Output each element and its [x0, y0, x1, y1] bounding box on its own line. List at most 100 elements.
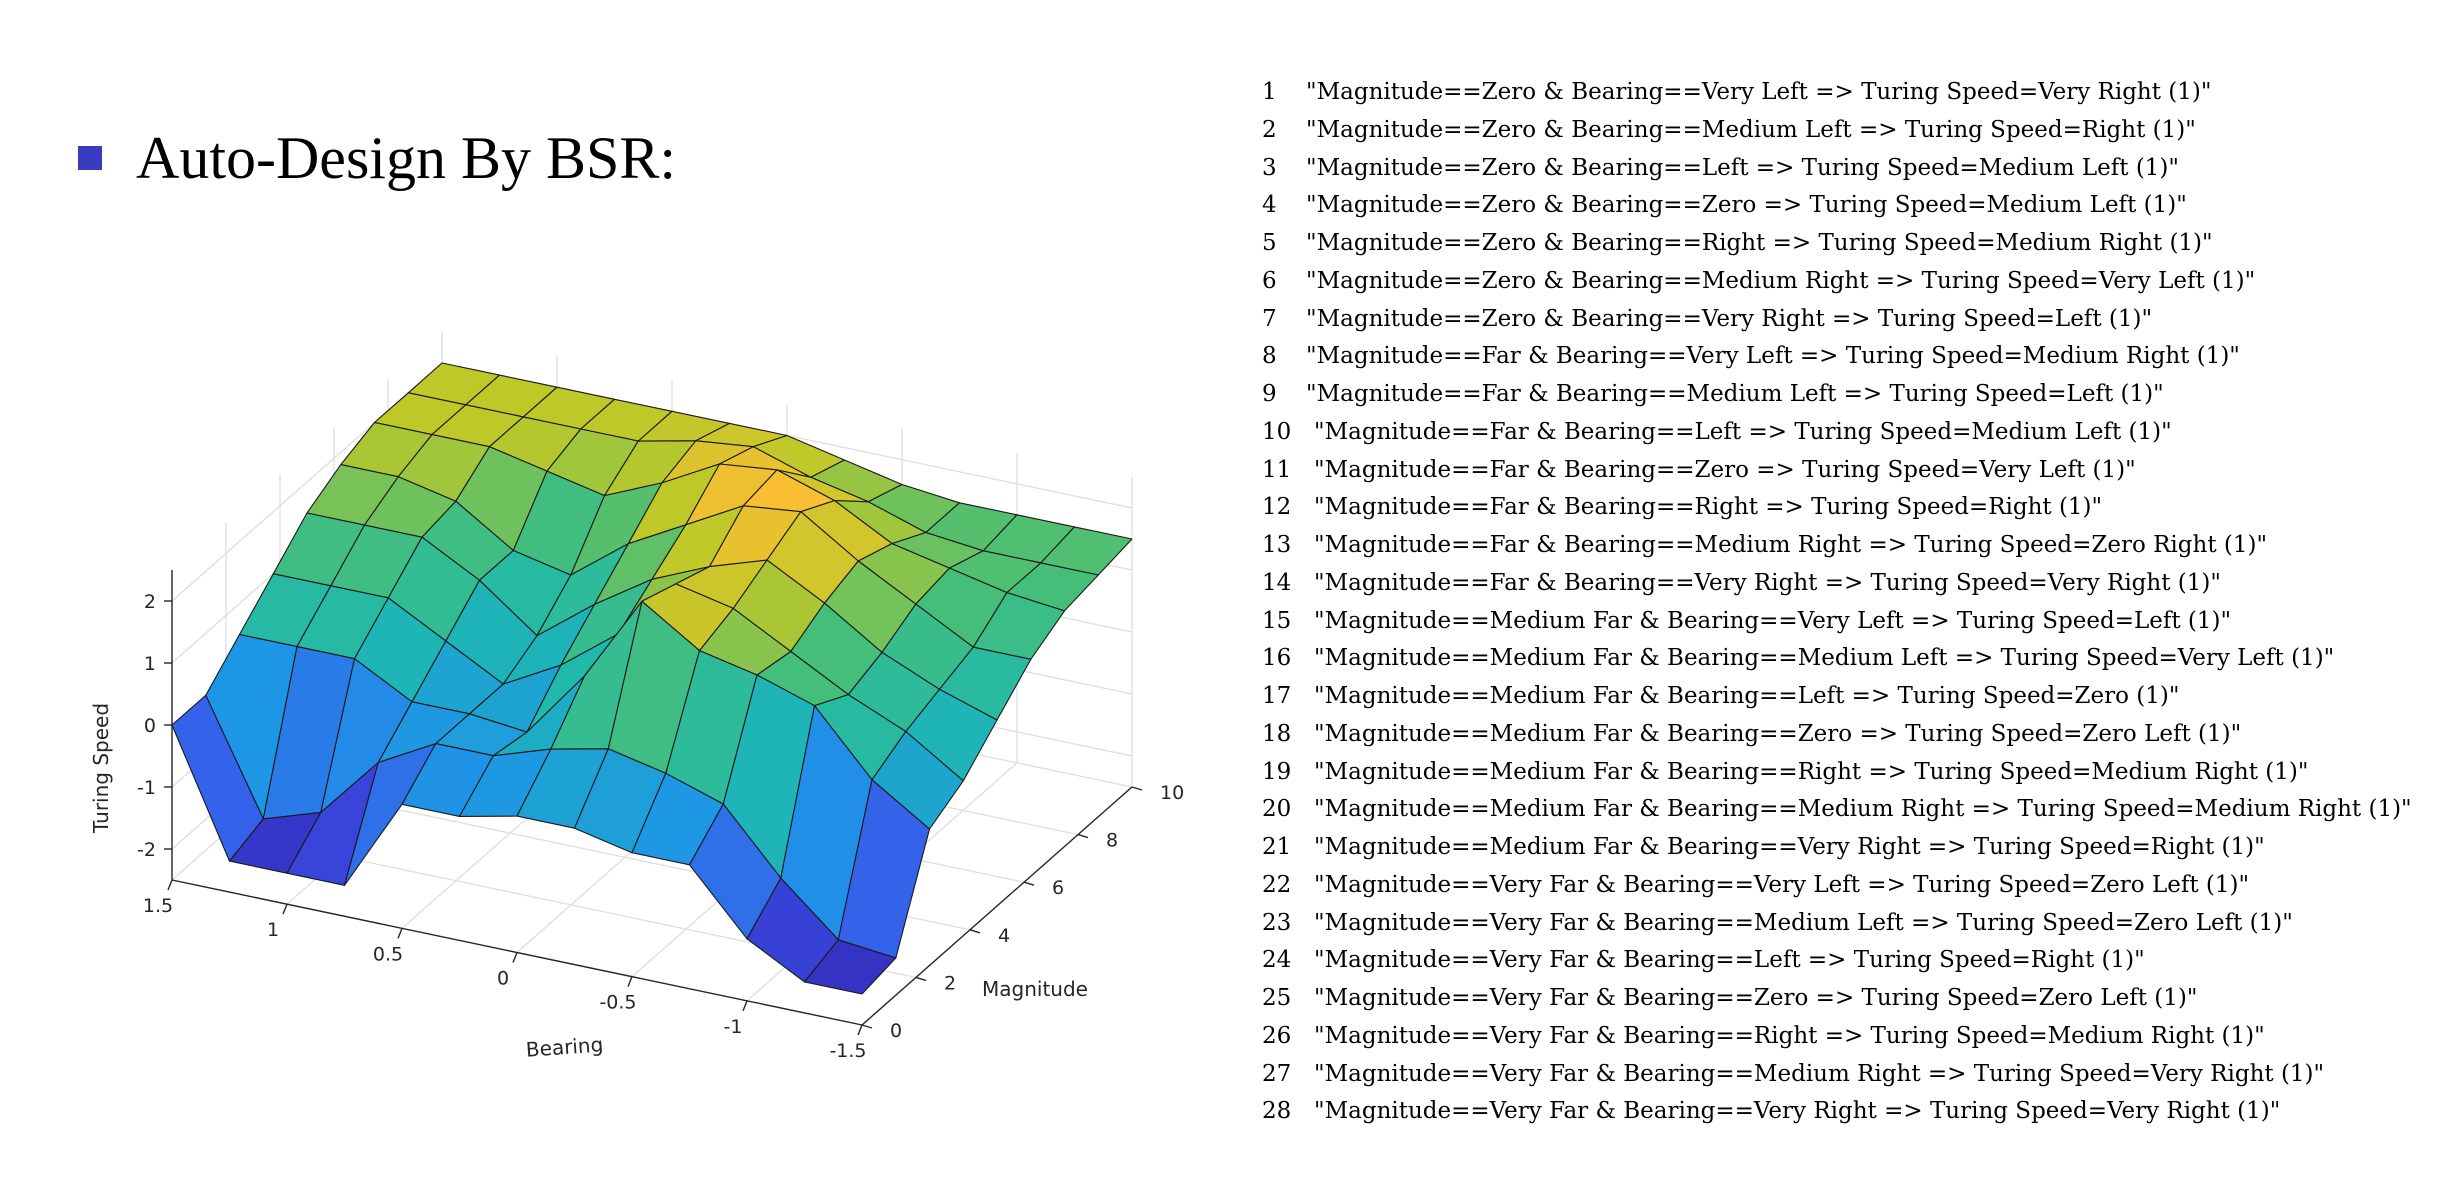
rule-text: "Magnitude==Zero & Bearing==Very Left =>…: [1306, 79, 2212, 105]
z-tick-label: -1: [137, 777, 156, 799]
rule-text: "Magnitude==Very Far & Bearing==Left => …: [1314, 947, 2145, 974]
rule-row: 1 "Magnitude==Zero & Bearing==Very Left =…: [1262, 74, 2412, 112]
rule-number: 26: [1262, 1022, 1292, 1049]
rule-text: "Magnitude==Medium Far & Bearing==Medium…: [1314, 796, 2412, 823]
rule-row: 20 "Magnitude==Medium Far & Bearing==Medi…: [1262, 791, 2412, 829]
rule-text: "Magnitude==Medium Far & Bearing==Left =…: [1314, 683, 2180, 709]
rule-text: "Magnitude==Very Far & Bearing==Medium L…: [1314, 909, 2293, 936]
rule-row: 7 "Magnitude==Zero & Bearing==Very Right …: [1262, 301, 2412, 339]
y-tick: [915, 976, 927, 982]
rule-number: 14: [1262, 569, 1292, 596]
rule-row: 5 "Magnitude==Zero & Bearing==Right => Tu…: [1262, 225, 2412, 263]
x-tick-label: 0.5: [373, 943, 403, 965]
rule-row: 13 "Magnitude==Far & Bearing==Medium Righ…: [1262, 527, 2412, 565]
rule-text: "Magnitude==Medium Far & Bearing==Very L…: [1314, 607, 2232, 634]
rule-number: 21: [1262, 834, 1292, 860]
y-tick: [861, 1024, 873, 1029]
rule-text: "Magnitude==Very Far & Bearing==Medium R…: [1314, 1060, 2325, 1087]
rule-number: 9: [1262, 381, 1277, 407]
y-tick: [969, 929, 981, 934]
rule-text: "Magnitude==Zero & Bearing==Medium Right…: [1306, 267, 2256, 294]
rule-text: "Magnitude==Far & Bearing==Zero => Turin…: [1314, 456, 2136, 483]
rule-text: "Magnitude==Very Far & Bearing==Right =>…: [1314, 1022, 2265, 1049]
rule-number: 18: [1262, 720, 1292, 747]
rule-text: "Magnitude==Far & Bearing==Medium Right …: [1314, 532, 2268, 558]
rule-row: 23 "Magnitude==Very Far & Bearing==Medium…: [1262, 905, 2412, 943]
rule-row: 12 "Magnitude==Far & Bearing==Right => Tu…: [1262, 489, 2412, 527]
rule-row: 9 "Magnitude==Far & Bearing==Medium Left …: [1262, 376, 2412, 414]
rule-number: 28: [1262, 1098, 1292, 1125]
rule-row: 21 "Magnitude==Medium Far & Bearing==Very…: [1262, 829, 2412, 867]
rule-list: 1 "Magnitude==Zero & Bearing==Very Left =…: [1262, 74, 2412, 1131]
rule-row: 4 "Magnitude==Zero & Bearing==Zero => Tur…: [1262, 187, 2412, 225]
heading-text: Auto-Design By BSR:: [136, 125, 677, 191]
rule-number: 1: [1262, 79, 1277, 105]
square-bullet-icon: [78, 146, 102, 170]
rule-row: 26 "Magnitude==Very Far & Bearing==Right …: [1262, 1018, 2412, 1056]
x-tick: [397, 928, 403, 939]
z-tick-label: 1: [144, 653, 156, 675]
rule-text: "Magnitude==Very Far & Bearing==Very Rig…: [1314, 1098, 2281, 1125]
rule-number: 24: [1262, 947, 1292, 974]
z-axis-title: Turing Speed: [89, 703, 113, 834]
z-tick-label: 2: [144, 591, 156, 613]
y-tick-label: 2: [944, 972, 956, 994]
x-tick-label: -1.5: [829, 1040, 866, 1062]
rule-row: 2 "Magnitude==Zero & Bearing==Medium Left…: [1262, 112, 2412, 150]
rule-text: "Magnitude==Medium Far & Bearing==Zero =…: [1314, 720, 2242, 747]
rule-text: "Magnitude==Far & Bearing==Left => Turin…: [1314, 418, 2172, 445]
rule-row: 28 "Magnitude==Very Far & Bearing==Very R…: [1262, 1093, 2412, 1131]
rule-text: "Magnitude==Far & Bearing==Very Left => …: [1306, 343, 2240, 370]
rule-number: 3: [1262, 154, 1277, 181]
y-tick-label: 0: [890, 1020, 902, 1042]
y-axis-title: Magnitude: [982, 977, 1088, 1001]
y-tick-label: 8: [1106, 830, 1118, 852]
y-tick-label: 10: [1160, 782, 1184, 804]
rule-row: 15 "Magnitude==Medium Far & Bearing==Very…: [1262, 603, 2412, 641]
surface-mesh: [171, 362, 1133, 995]
surface-patch: [803, 939, 897, 995]
y-tick: [1023, 881, 1035, 886]
rule-number: 11: [1262, 456, 1292, 483]
y-tick-label: 4: [998, 925, 1010, 947]
rule-number: 25: [1262, 985, 1292, 1011]
x-tick-label: 0: [497, 968, 509, 990]
rule-row: 8 "Magnitude==Far & Bearing==Very Left =>…: [1262, 338, 2412, 376]
rule-number: 12: [1262, 494, 1292, 521]
x-tick: [742, 1000, 748, 1012]
y-axis-line: [861, 786, 1133, 1026]
rule-number: 20: [1262, 796, 1292, 823]
y-tick: [1131, 786, 1143, 791]
rule-row: 16 "Magnitude==Medium Far & Bearing==Medi…: [1262, 640, 2412, 678]
x-tick: [167, 879, 173, 891]
rule-row: 18 "Magnitude==Medium Far & Bearing==Zero…: [1262, 716, 2412, 754]
rule-text: "Magnitude==Far & Bearing==Very Right =>…: [1314, 569, 2221, 596]
rule-text: "Magnitude==Very Far & Bearing==Very Lef…: [1314, 871, 2250, 898]
rule-row: 6 "Magnitude==Zero & Bearing==Medium Righ…: [1262, 263, 2412, 301]
rule-text: "Magnitude==Very Far & Bearing==Zero => …: [1314, 985, 2198, 1011]
rule-row: 10 "Magnitude==Far & Bearing==Left => Tur…: [1262, 414, 2412, 452]
rule-row: 14 "Magnitude==Far & Bearing==Very Right …: [1262, 565, 2412, 603]
x-tick: [282, 903, 288, 915]
rule-row: 25 "Magnitude==Very Far & Bearing==Zero =…: [1262, 980, 2412, 1018]
rule-text: "Magnitude==Medium Far & Bearing==Very R…: [1314, 834, 2265, 860]
rule-number: 8: [1262, 343, 1277, 370]
rule-row: 19 "Magnitude==Medium Far & Bearing==Righ…: [1262, 754, 2412, 792]
rule-row: 27 "Magnitude==Very Far & Bearing==Medium…: [1262, 1056, 2412, 1094]
x-tick: [857, 1024, 863, 1036]
rule-row: 24 "Magnitude==Very Far & Bearing==Left =…: [1262, 942, 2412, 980]
rule-number: 7: [1262, 305, 1277, 332]
rule-text: "Magnitude==Zero & Bearing==Zero => Turi…: [1306, 192, 2187, 219]
rule-number: 17: [1262, 683, 1292, 709]
rule-row: 3 "Magnitude==Zero & Bearing==Left => Tur…: [1262, 150, 2412, 188]
rule-number: 27: [1262, 1060, 1292, 1087]
rule-text: "Magnitude==Medium Far & Bearing==Right …: [1314, 758, 2309, 785]
rule-text: "Magnitude==Zero & Bearing==Medium Left …: [1306, 116, 2196, 143]
rule-text: "Magnitude==Medium Far & Bearing==Medium…: [1314, 645, 2335, 672]
rule-number: 16: [1262, 645, 1292, 672]
rule-text: "Magnitude==Far & Bearing==Right => Turi…: [1314, 494, 2103, 521]
y-tick-label: 6: [1052, 877, 1064, 899]
section-heading: Auto-Design By BSR:: [78, 128, 676, 188]
